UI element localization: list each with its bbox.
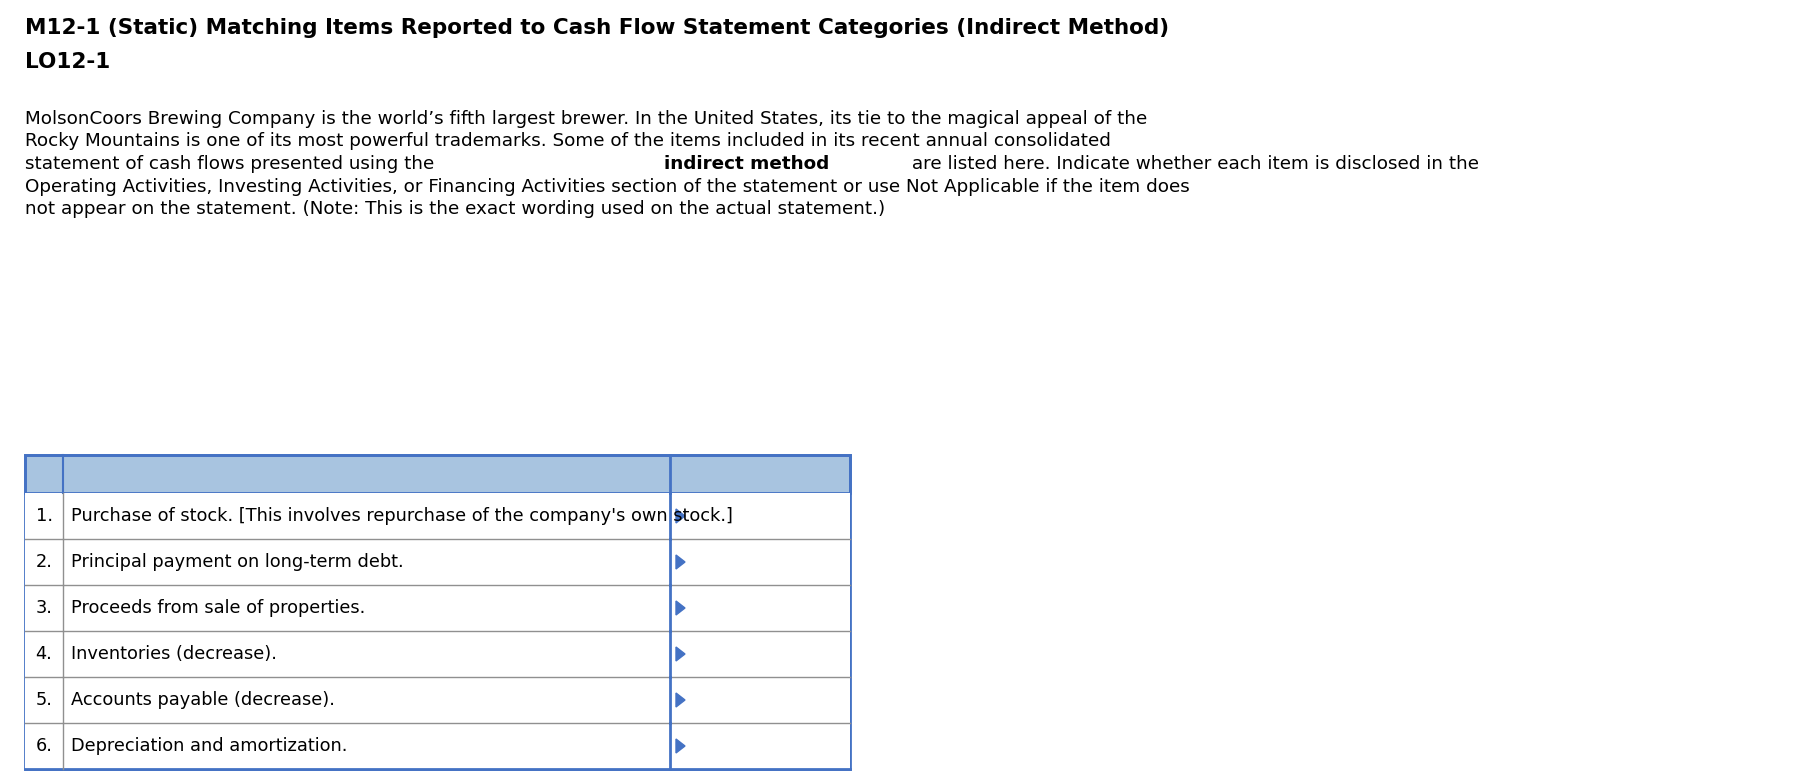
Bar bbox=[25, 631, 851, 677]
Text: indirect method: indirect method bbox=[665, 155, 829, 173]
Polygon shape bbox=[676, 739, 685, 753]
Text: 1.: 1. bbox=[36, 507, 52, 525]
Bar bbox=[25, 455, 851, 769]
Bar bbox=[25, 455, 851, 493]
Text: M12-1 (Static) Matching Items Reported to Cash Flow Statement Categories (Indire: M12-1 (Static) Matching Items Reported t… bbox=[25, 18, 1169, 38]
Text: Purchase of stock. [This involves repurchase of the company's own stock.]: Purchase of stock. [This involves repurc… bbox=[70, 507, 733, 525]
Polygon shape bbox=[676, 693, 685, 707]
Text: MolsonCoors Brewing Company is the world’s fifth largest brewer. In the United S: MolsonCoors Brewing Company is the world… bbox=[25, 110, 1148, 128]
Bar bbox=[25, 539, 851, 585]
Text: 5.: 5. bbox=[36, 691, 52, 709]
Text: 3.: 3. bbox=[36, 599, 52, 617]
Text: LO12-1: LO12-1 bbox=[25, 52, 110, 72]
Text: 6.: 6. bbox=[36, 737, 52, 755]
Text: are listed here. Indicate whether each item is disclosed in the: are listed here. Indicate whether each i… bbox=[906, 155, 1479, 173]
Bar bbox=[25, 677, 851, 723]
Polygon shape bbox=[676, 601, 685, 615]
Bar bbox=[25, 493, 851, 539]
Text: Operating Activities, Investing Activities, or Financing Activities section of t: Operating Activities, Investing Activiti… bbox=[25, 177, 1189, 196]
Text: Accounts payable (decrease).: Accounts payable (decrease). bbox=[70, 691, 335, 709]
Text: Rocky Mountains is one of its most powerful trademarks. Some of the items includ: Rocky Mountains is one of its most power… bbox=[25, 132, 1110, 150]
Text: Inventories (decrease).: Inventories (decrease). bbox=[70, 645, 278, 663]
Polygon shape bbox=[676, 647, 685, 661]
Polygon shape bbox=[676, 555, 685, 569]
Text: 4.: 4. bbox=[36, 645, 52, 663]
Bar bbox=[25, 723, 851, 769]
Text: Principal payment on long-term debt.: Principal payment on long-term debt. bbox=[70, 553, 404, 571]
Text: Proceeds from sale of properties.: Proceeds from sale of properties. bbox=[70, 599, 366, 617]
Text: statement of cash flows presented using the: statement of cash flows presented using … bbox=[25, 155, 440, 173]
Polygon shape bbox=[676, 509, 685, 523]
Text: not appear on the statement. (Note: This is the exact wording used on the actual: not appear on the statement. (Note: This… bbox=[25, 200, 885, 218]
Text: 2.: 2. bbox=[36, 553, 52, 571]
Bar bbox=[25, 585, 851, 631]
Text: Depreciation and amortization.: Depreciation and amortization. bbox=[70, 737, 348, 755]
